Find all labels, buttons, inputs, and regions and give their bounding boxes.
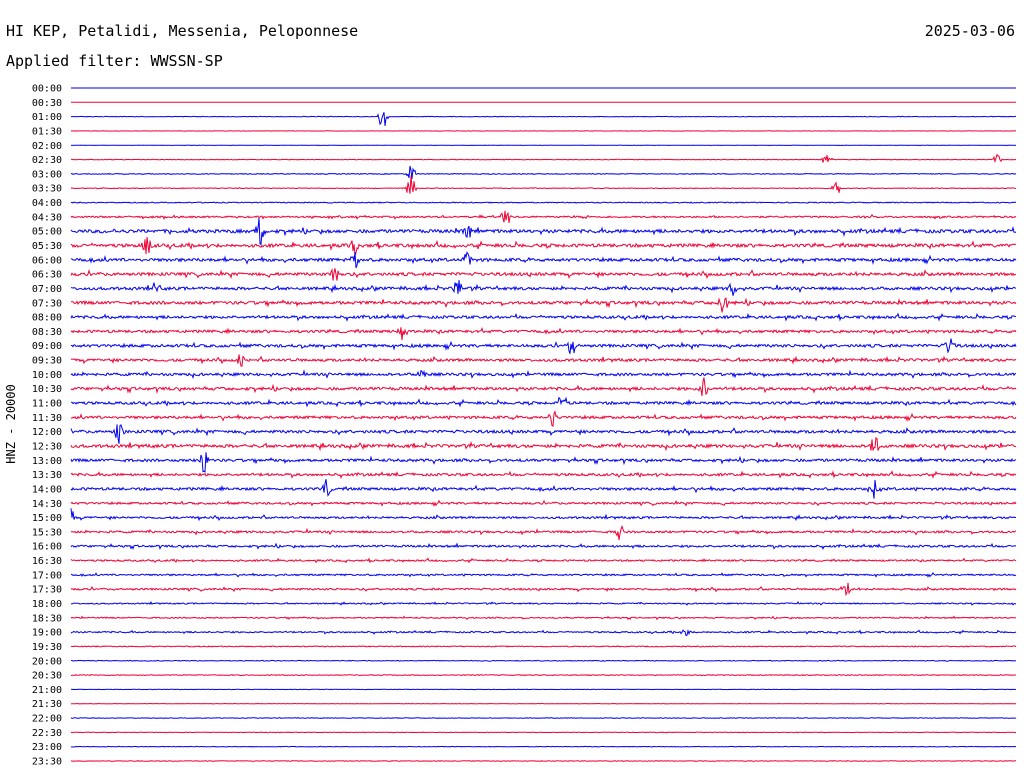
time-label: 12:30 bbox=[32, 441, 62, 452]
time-label: 14:00 bbox=[32, 484, 62, 495]
time-label: 09:00 bbox=[32, 341, 62, 352]
station-title: HI KEP, Petalidi, Messenia, Peloponnese bbox=[6, 22, 358, 40]
time-label: 04:00 bbox=[32, 198, 62, 209]
seismic-trace bbox=[71, 112, 1016, 126]
seismic-trace bbox=[71, 745, 1017, 748]
time-label: 05:30 bbox=[32, 241, 62, 252]
time-label: 10:30 bbox=[32, 384, 62, 395]
seismic-trace bbox=[70, 424, 1017, 444]
seismic-trace bbox=[70, 312, 1017, 322]
time-label: 13:30 bbox=[32, 470, 62, 481]
time-label: 12:00 bbox=[32, 427, 62, 438]
seismic-trace bbox=[70, 201, 1017, 204]
time-label: 00:30 bbox=[32, 98, 62, 109]
time-label: 03:30 bbox=[32, 184, 62, 195]
seismic-trace bbox=[70, 369, 1017, 380]
seismic-trace bbox=[70, 659, 1017, 662]
time-label: 18:30 bbox=[32, 613, 62, 624]
seismic-trace bbox=[70, 600, 1017, 606]
seismic-trace bbox=[70, 354, 1017, 367]
time-label: 01:00 bbox=[32, 112, 62, 123]
time-label: 15:00 bbox=[32, 513, 62, 524]
time-label: 23:00 bbox=[32, 742, 62, 753]
time-label: 16:30 bbox=[32, 556, 62, 567]
time-label: 06:30 bbox=[32, 270, 62, 281]
seismic-trace bbox=[70, 165, 1017, 179]
time-label: 11:30 bbox=[32, 413, 62, 424]
trace-group bbox=[70, 87, 1017, 762]
seismic-trace bbox=[70, 436, 1017, 452]
seismic-trace bbox=[70, 645, 1017, 648]
time-label: 10:00 bbox=[32, 370, 62, 381]
seismic-trace bbox=[70, 175, 1017, 194]
time-label: 08:30 bbox=[32, 327, 62, 338]
time-label: 16:00 bbox=[32, 542, 62, 553]
time-label: 00:00 bbox=[32, 84, 62, 95]
time-label: 20:30 bbox=[32, 671, 62, 682]
time-label: 09:30 bbox=[32, 356, 62, 367]
time-label: 14:30 bbox=[32, 499, 62, 510]
seismic-trace bbox=[70, 508, 1016, 522]
time-label: 08:00 bbox=[32, 313, 62, 324]
seismic-trace bbox=[70, 153, 1017, 164]
time-label: 21:00 bbox=[32, 685, 62, 696]
time-label-group: 00:00 00:30 01:00 01:30 02:00 02:30 03:00 03:30… bbox=[32, 84, 62, 768]
time-label: 21:30 bbox=[32, 699, 62, 710]
seismic-trace bbox=[70, 377, 1017, 397]
time-label: 04:30 bbox=[32, 212, 62, 223]
seismic-trace bbox=[70, 327, 1017, 341]
date-label: 2025-03-06 bbox=[925, 22, 1015, 40]
filter-label: Applied filter: WWSSN-SP bbox=[6, 52, 223, 70]
seismic-trace bbox=[70, 731, 1017, 734]
seismic-trace bbox=[71, 338, 1017, 354]
seismic-trace bbox=[70, 410, 1017, 427]
time-label: 06:00 bbox=[32, 255, 62, 266]
time-label: 20:00 bbox=[32, 656, 62, 667]
time-label: 22:30 bbox=[32, 728, 62, 739]
seismic-trace bbox=[70, 760, 1016, 762]
time-label: 02:00 bbox=[32, 141, 62, 152]
seismic-trace bbox=[71, 674, 1017, 677]
time-label: 02:30 bbox=[32, 155, 62, 166]
seismic-trace bbox=[70, 542, 1017, 550]
time-label: 18:00 bbox=[32, 599, 62, 610]
seismic-trace bbox=[70, 280, 1017, 296]
time-label: 01:30 bbox=[32, 126, 62, 137]
seismic-trace bbox=[70, 470, 1017, 480]
time-label: 07:30 bbox=[32, 298, 62, 309]
time-label: 23:30 bbox=[32, 757, 62, 768]
time-label: 11:00 bbox=[32, 399, 62, 410]
seismic-trace bbox=[70, 297, 1017, 313]
seismic-trace bbox=[70, 479, 1017, 499]
time-label: 19:00 bbox=[32, 628, 62, 639]
seismic-trace bbox=[70, 210, 1017, 223]
seismic-trace bbox=[70, 628, 1017, 637]
seismic-trace bbox=[70, 499, 1017, 507]
seismic-trace bbox=[70, 571, 1017, 578]
seismic-trace bbox=[70, 615, 1017, 621]
time-label: 17:30 bbox=[32, 585, 62, 596]
time-label: 13:00 bbox=[32, 456, 62, 467]
seismic-trace bbox=[71, 396, 1017, 408]
seismic-trace bbox=[70, 237, 1017, 257]
time-label: 15:30 bbox=[32, 527, 62, 538]
y-axis-label: HNZ - 20000 bbox=[4, 384, 18, 463]
time-label: 19:30 bbox=[32, 642, 62, 653]
seismic-trace bbox=[70, 268, 1017, 281]
seismic-trace bbox=[70, 452, 1017, 473]
seismic-trace bbox=[70, 557, 1017, 564]
seismic-trace bbox=[70, 251, 1017, 269]
time-label: 17:00 bbox=[32, 570, 62, 581]
seismic-trace bbox=[70, 218, 1017, 246]
time-label: 03:00 bbox=[32, 169, 62, 180]
seismic-trace bbox=[70, 582, 1017, 597]
time-label: 05:00 bbox=[32, 227, 62, 238]
seismic-trace bbox=[70, 524, 1017, 541]
time-label: 22:00 bbox=[32, 714, 62, 725]
time-label: 07:00 bbox=[32, 284, 62, 295]
seismic-trace bbox=[70, 717, 1017, 719]
